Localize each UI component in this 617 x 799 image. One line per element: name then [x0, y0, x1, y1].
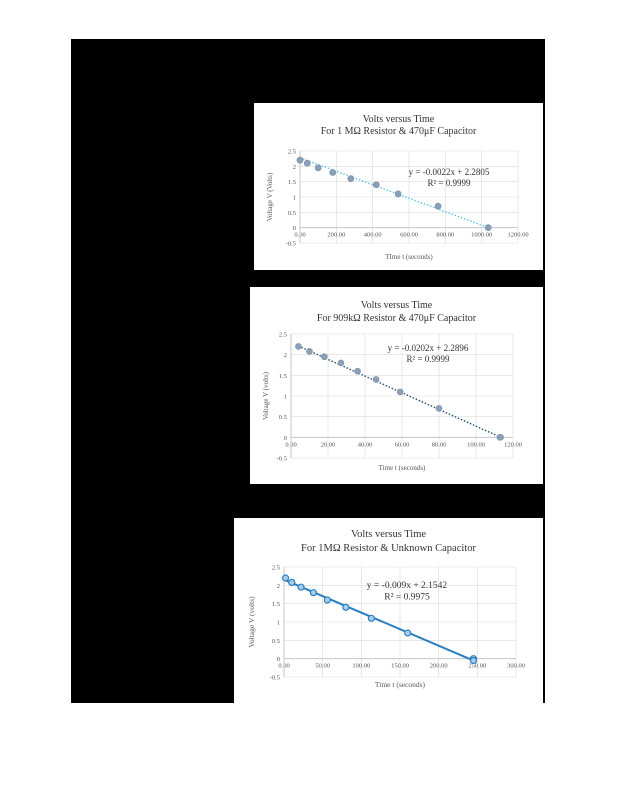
x-tick-label: 120.00 [504, 441, 522, 448]
x-tick-label: 100.00 [352, 663, 370, 670]
y-tick-label: 0 [293, 225, 296, 232]
x-tick-label: 1000.00 [471, 232, 492, 239]
chart-title: Volts versus Time [351, 529, 426, 540]
x-tick-label: 80.00 [432, 441, 447, 448]
data-point [394, 190, 402, 198]
x-tick-label: 250.00 [468, 663, 486, 670]
x-tick-label: 60.00 [395, 441, 410, 448]
r-squared-label: R² = 0.9999 [406, 354, 450, 364]
r-squared-label: R² = 0.9975 [384, 593, 430, 603]
x-tick-label: 800.00 [436, 232, 454, 239]
data-point [342, 603, 350, 611]
data-point-end [497, 433, 504, 441]
x-tick-label: 100.00 [467, 441, 485, 448]
y-tick-label: 0 [277, 656, 280, 663]
data-point [435, 405, 443, 412]
y-tick-label: 1.5 [272, 601, 280, 608]
chart-title: Volts versus Time [361, 300, 433, 311]
y-tick-label: 0 [284, 435, 287, 442]
x-tick-label: 1200.00 [507, 232, 528, 239]
trendline [298, 345, 501, 438]
chart-title: Volts versus Time [363, 114, 435, 125]
data-point [281, 574, 290, 582]
y-axis-label: Voltage V (volts) [247, 596, 256, 648]
trendline-equation: y = -0.0202x + 2.2896 [388, 343, 469, 353]
data-point [372, 376, 380, 383]
data-point [347, 175, 355, 182]
chart-panel-1: Volts versus Time For 1 MΩ Resistor & 470… [254, 103, 543, 270]
y-tick-label: 0.5 [279, 414, 287, 421]
chart-3-svg: Volts versus Time For 1MΩ Resistor & Unkn… [247, 529, 525, 689]
y-tick-label: 1.5 [288, 179, 296, 186]
y-tick-label: -0.5 [270, 675, 280, 682]
x-tick-label: 300.00 [507, 663, 525, 670]
data-point [288, 578, 296, 587]
x-axis-label: TIme t (seconds) [385, 253, 433, 261]
x-tick-label: 200.00 [327, 232, 345, 239]
chart-panel-3: Volts versus Time For 1MΩ Resistor & Unkn… [234, 518, 543, 703]
trendline-equation: y = -0.0022x + 2.2805 [409, 167, 490, 177]
x-axis-label: Time t (seconds) [375, 680, 426, 689]
chart-2-svg: Volts versus Time For 909kΩ Resistor & 47… [262, 300, 522, 472]
data-point-end [469, 656, 478, 665]
y-tick-label: 2 [284, 352, 287, 359]
data-point [337, 359, 345, 367]
data-point [296, 156, 304, 164]
y-axis-label: Voltage V (volts) [262, 371, 270, 420]
y-tick-label: 0.5 [288, 210, 296, 217]
data-point [303, 159, 311, 167]
x-tick-label: 150.00 [391, 663, 409, 670]
y-tick-label: 0.5 [272, 638, 280, 645]
y-tick-label: 1.5 [279, 373, 287, 380]
y-tick-label: -0.5 [286, 241, 296, 248]
chart-subtitle: For 1 MΩ Resistor & 470μF Capacitor [321, 126, 477, 137]
data-point [367, 614, 375, 622]
data-point [354, 367, 361, 375]
y-axis-label: Voltage V (Volts) [266, 172, 274, 221]
x-tick-label: 200.00 [430, 663, 448, 670]
y-tick-label: 1 [284, 394, 287, 401]
x-tick-label: 600.00 [400, 232, 418, 239]
y-tick-label: 2.5 [279, 332, 287, 339]
data-point [306, 348, 313, 355]
data-point [434, 202, 442, 210]
data-point [314, 164, 322, 172]
data-point [295, 343, 302, 350]
x-axis-label: Time t (seconds) [379, 464, 426, 472]
data-point [329, 169, 337, 176]
data-point [404, 629, 412, 637]
data-point [323, 596, 331, 604]
data-point [372, 181, 380, 189]
y-tick-label: 2 [277, 583, 280, 590]
x-tick-label: 50.00 [315, 663, 330, 670]
y-tick-label: -0.5 [277, 456, 287, 463]
y-tick-label: 2.5 [272, 565, 280, 572]
y-tick-label: 2.5 [288, 149, 296, 156]
y-tick-label: 1 [293, 195, 296, 202]
data-point [297, 583, 305, 591]
chart-panel-2: Volts versus Time For 909kΩ Resistor & 47… [250, 287, 543, 484]
y-tick-label: 2 [293, 164, 296, 171]
trendline [285, 579, 474, 662]
chart-subtitle: For 1MΩ Resistor & Unknown Capacitor [301, 543, 476, 554]
r-squared-label: R² = 0.9999 [427, 178, 471, 188]
trendline-equation: y = -0.009x + 2.1542 [367, 581, 448, 591]
data-point [309, 589, 317, 597]
x-tick-label: 40.00 [358, 441, 373, 448]
x-tick-label: 400.00 [364, 232, 382, 239]
data-point [396, 388, 404, 396]
data-point [321, 353, 328, 361]
x-tick-label: 20.00 [321, 441, 336, 448]
chart-subtitle: For 909kΩ Resistor & 470μF Capacitor [317, 313, 477, 324]
y-tick-label: 1 [277, 620, 280, 627]
data-point-end [484, 224, 492, 232]
